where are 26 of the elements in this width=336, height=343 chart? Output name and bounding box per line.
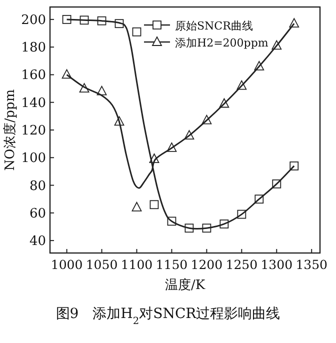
x-tick-label: 1150 — [156, 257, 188, 272]
x-tick-label: 1250 — [226, 257, 258, 272]
point — [132, 27, 142, 36]
point — [132, 202, 142, 212]
y-axis-title: NO浓度/ppm — [2, 89, 18, 171]
point — [150, 200, 159, 210]
x-tick-label: 1200 — [190, 257, 223, 272]
y-tick-label: 200 — [21, 12, 46, 28]
y-tick-label: 160 — [21, 68, 46, 84]
y-tick-label: 100 — [21, 151, 46, 166]
x-axis-title: 温度/K — [164, 277, 206, 293]
caption: 图9 添加H$_{2}$对SNCR过程影响曲线 — [56, 306, 280, 326]
legend-label: 原始SNCR曲线 — [175, 20, 253, 32]
legend-label: 添加H2=200ppm — [175, 36, 269, 50]
y-tick-label: 120 — [21, 124, 46, 138]
x-tick-label: 1000 — [50, 257, 83, 272]
y-tick-label: 40 — [29, 234, 46, 250]
x-tick-label: 1300 — [260, 257, 293, 272]
x-tick-label: 1050 — [86, 257, 118, 272]
x-tick-label: 1350 — [296, 257, 328, 272]
y-tick-label: 80 — [29, 178, 46, 194]
y-tick-label: 140 — [21, 96, 46, 111]
y-tick-label: 180 — [21, 40, 46, 56]
point — [62, 14, 72, 24]
y-tick-label: 60 — [29, 206, 46, 222]
x-tick-label: 1100 — [120, 257, 153, 272]
